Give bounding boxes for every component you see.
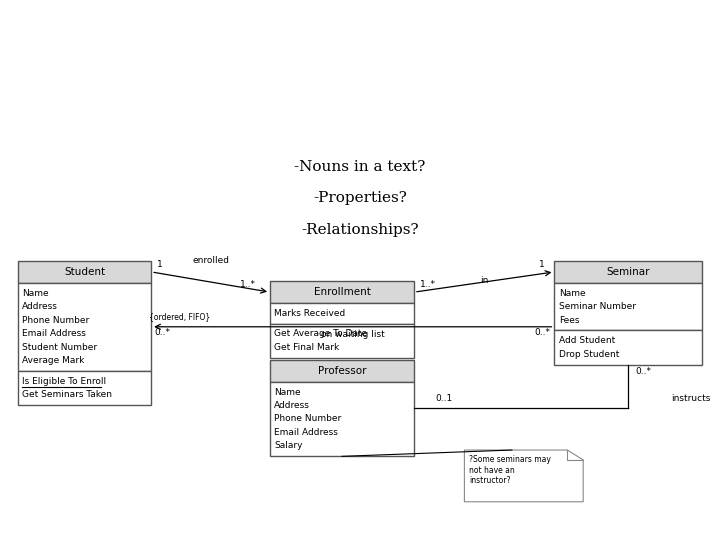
Bar — [18, 261, 151, 283]
Text: Enrollment: Enrollment — [314, 287, 370, 297]
Bar — [270, 382, 414, 456]
Bar — [554, 330, 702, 365]
Text: Seminar Number: Seminar Number — [559, 302, 636, 311]
Bar — [270, 281, 414, 303]
Text: enrolled: enrolled — [192, 256, 229, 265]
Text: Add Student: Add Student — [559, 336, 615, 345]
Text: Name: Name — [274, 388, 301, 396]
Text: Name: Name — [559, 288, 585, 298]
Text: Marks Received: Marks Received — [274, 309, 346, 318]
Text: 1..*: 1..* — [420, 280, 436, 289]
Polygon shape — [464, 450, 583, 502]
Text: 1: 1 — [157, 260, 163, 268]
Text: in: in — [480, 276, 488, 285]
Text: Seminar: Seminar — [606, 267, 650, 277]
Text: Phone Number: Phone Number — [22, 315, 89, 325]
Text: Student: Student — [64, 267, 105, 277]
Text: Telematics systems and their design: Telematics systems and their design — [9, 16, 174, 24]
Text: 0..*: 0..* — [155, 328, 171, 337]
Text: 1..*: 1..* — [240, 280, 256, 289]
Text: Is Eligible To Enroll: Is Eligible To Enroll — [22, 377, 107, 386]
Text: -Nouns in a text?: -Nouns in a text? — [294, 160, 426, 174]
Text: Email Address: Email Address — [22, 329, 86, 338]
Bar — [18, 283, 151, 371]
Text: Student Number: Student Number — [22, 342, 97, 352]
Text: Drop Student: Drop Student — [559, 350, 619, 359]
Text: Address: Address — [22, 302, 58, 311]
Text: instructs: instructs — [672, 394, 711, 403]
Text: Professor: Professor — [318, 366, 366, 376]
Text: -Properties?: -Properties? — [313, 191, 407, 205]
Text: ?Some seminars may
not have an
instructor?: ?Some seminars may not have an instructo… — [469, 455, 552, 485]
Text: on waiting list: on waiting list — [321, 330, 384, 339]
Bar — [270, 360, 414, 382]
Text: Get Average To Date: Get Average To Date — [274, 329, 367, 339]
Text: 0..1: 0..1 — [436, 394, 453, 403]
Text: Get Final Mark: Get Final Mark — [274, 343, 340, 352]
Text: Get Seminars Taken: Get Seminars Taken — [22, 390, 112, 399]
Bar — [270, 303, 414, 323]
Text: Fees: Fees — [559, 315, 579, 325]
Text: Salary: Salary — [274, 442, 303, 450]
Text: Faculty of Transportation Sciences, CTU: Faculty of Transportation Sciences, CTU — [535, 16, 714, 24]
Text: Phone Number: Phone Number — [274, 415, 341, 423]
Text: Name: Name — [22, 288, 49, 298]
Text: Address: Address — [274, 401, 310, 410]
Text: -Relationships?: -Relationships? — [301, 222, 419, 237]
Text: 0..*: 0..* — [535, 328, 551, 337]
Text: Email Address: Email Address — [274, 428, 338, 437]
Text: 1: 1 — [539, 260, 544, 268]
Text: 0..*: 0..* — [636, 367, 652, 375]
Bar — [554, 283, 702, 330]
Bar — [18, 371, 151, 405]
Bar — [270, 323, 414, 358]
Bar — [554, 261, 702, 283]
Text: Average Mark: Average Mark — [22, 356, 85, 365]
Text: 8. Class diagram - Example: 8. Class diagram - Example — [11, 56, 284, 74]
Text: {ordered, FIFO}: {ordered, FIFO} — [149, 313, 211, 322]
